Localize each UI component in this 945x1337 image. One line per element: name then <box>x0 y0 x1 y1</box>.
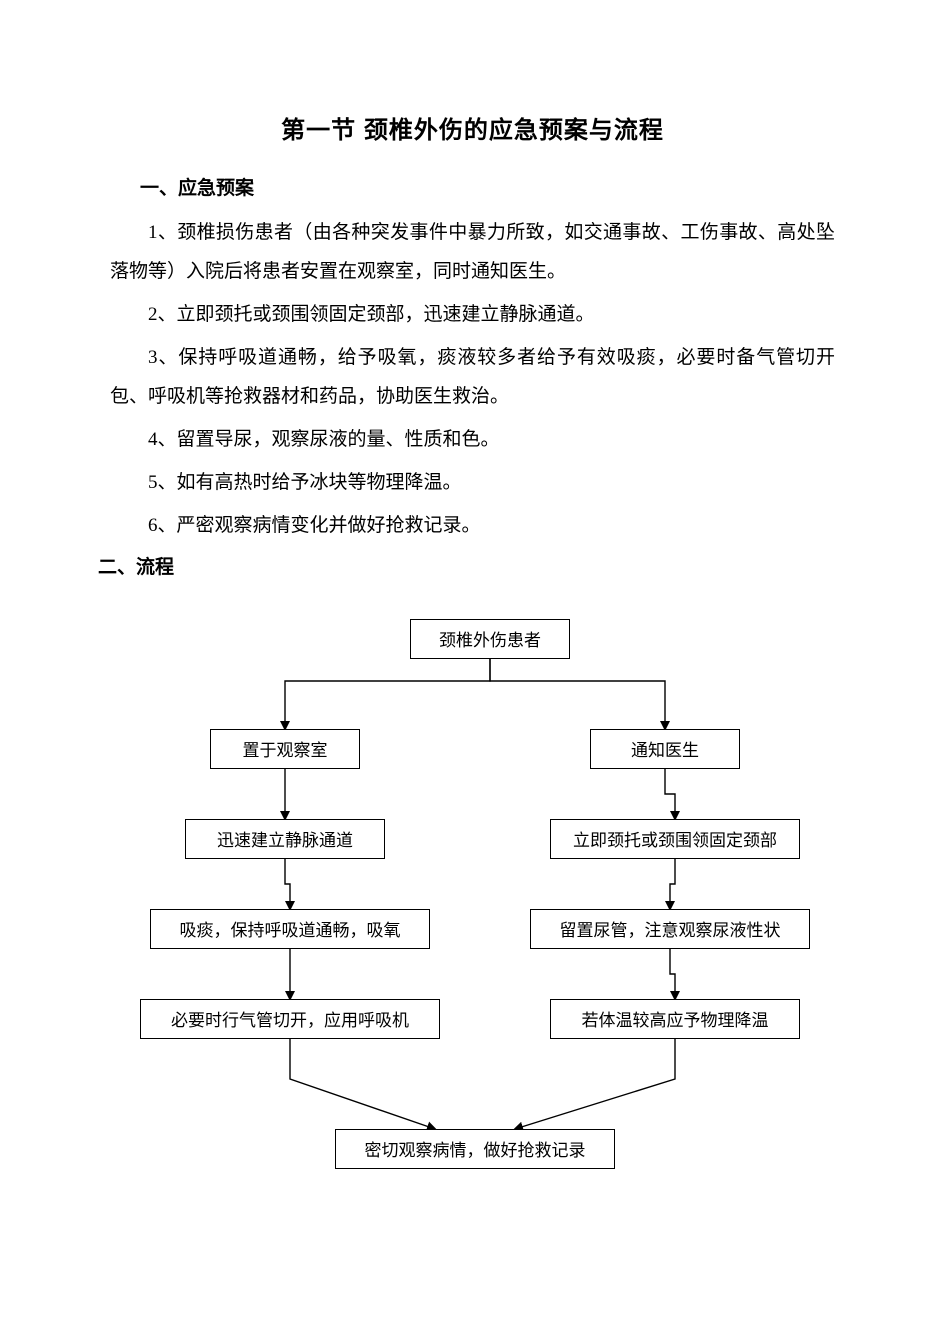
flow-node-n6: 留置尿管，注意观察尿液性状 <box>530 909 810 949</box>
flow-edge-n0-n2 <box>490 659 665 729</box>
flow-edge-n2-n4 <box>665 769 675 819</box>
flow-edge-n7-n9 <box>290 1039 435 1129</box>
para-2: 2、立即颈托或颈围领固定颈部，迅速建立静脉通道。 <box>110 296 835 335</box>
flow-node-n7: 必要时行气管切开，应用呼吸机 <box>140 999 440 1039</box>
flow-edge-n4-n6 <box>670 859 675 909</box>
flow-node-n2: 通知医生 <box>590 729 740 769</box>
para-3: 3、保持呼吸道通畅，给予吸氧，痰液较多者给予有效吸痰，必要时备气管切开包、呼吸机… <box>110 339 835 417</box>
para-4: 4、留置导尿，观察尿液的量、性质和色。 <box>110 421 835 460</box>
page-title: 第一节 颈椎外伤的应急预案与流程 <box>110 110 835 145</box>
flow-node-n1: 置于观察室 <box>210 729 360 769</box>
flow-node-n5: 吸痰，保持呼吸道通畅，吸氧 <box>150 909 430 949</box>
para-5: 5、如有高热时给予冰块等物理降温。 <box>110 464 835 503</box>
flow-edge-n0-n1 <box>285 659 490 729</box>
para-6: 6、严密观察病情变化并做好抢救记录。 <box>110 507 835 546</box>
flow-edge-n8-n9 <box>515 1039 675 1129</box>
page-content: 第一节 颈椎外伤的应急预案与流程 一、应急预案 1、颈椎损伤患者（由各种突发事件… <box>0 0 945 1219</box>
flow-edge-n3-n5 <box>285 859 290 909</box>
section-2-heading: 二、流程 <box>98 552 835 579</box>
flow-edge-n6-n8 <box>670 949 675 999</box>
flow-node-n3: 迅速建立静脉通道 <box>185 819 385 859</box>
flow-node-n8: 若体温较高应予物理降温 <box>550 999 800 1039</box>
flowchart: 颈椎外伤患者置于观察室 通知医生迅速建立静脉通道 立即颈托或颈围领固定颈部吸痰，保持… <box>110 619 835 1219</box>
flow-node-n0: 颈椎外伤患者 <box>410 619 570 659</box>
para-1: 1、颈椎损伤患者（由各种突发事件中暴力所致，如交通事故、工伤事故、高处坠落物等）… <box>110 214 835 292</box>
flow-node-n9: 密切观察病情，做好抢救记录 <box>335 1129 615 1169</box>
section-1-heading: 一、应急预案 <box>140 173 835 200</box>
flow-node-n4: 立即颈托或颈围领固定颈部 <box>550 819 800 859</box>
